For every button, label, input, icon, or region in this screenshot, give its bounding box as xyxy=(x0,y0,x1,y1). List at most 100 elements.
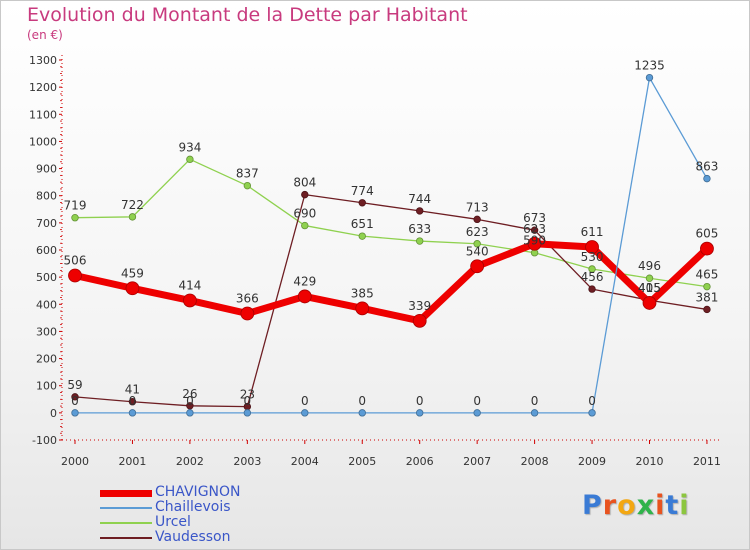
data-label: 605 xyxy=(695,227,718,241)
x-tick-label: 2011 xyxy=(693,455,721,468)
data-label: 837 xyxy=(236,167,259,181)
data-point xyxy=(588,285,596,293)
data-point xyxy=(186,409,194,417)
data-label: 456 xyxy=(581,270,604,284)
y-tick-label: 200 xyxy=(36,353,57,366)
x-tick-label: 2002 xyxy=(176,455,204,468)
x-tick-label: 2001 xyxy=(118,455,146,468)
series-lines xyxy=(74,76,710,414)
data-label: 429 xyxy=(293,274,316,288)
legend-label: Chaillevois xyxy=(155,499,231,515)
logo-letter: P xyxy=(582,490,603,521)
series-line-chavignon xyxy=(74,240,710,325)
data-label: 863 xyxy=(695,160,718,174)
data-label: 59 xyxy=(67,378,82,392)
data-point xyxy=(71,409,79,417)
data-label: 804 xyxy=(293,176,316,190)
y-tick-label: 1100 xyxy=(29,108,57,121)
data-point xyxy=(645,274,654,282)
data-label: 673 xyxy=(523,211,546,225)
data-label: 366 xyxy=(236,292,259,306)
data-point xyxy=(243,181,252,190)
data-label: 722 xyxy=(121,198,144,212)
y-tick-label: 1300 xyxy=(29,54,57,67)
legend-swatch xyxy=(100,489,152,497)
y-tick-label: 500 xyxy=(36,271,57,284)
data-point xyxy=(71,213,79,222)
data-label: 0 xyxy=(301,394,309,408)
x-tick-label: 2005 xyxy=(348,455,376,468)
data-point xyxy=(301,190,309,199)
logo-letter: r xyxy=(602,490,618,521)
data-point xyxy=(355,301,370,316)
data-label: 0 xyxy=(588,394,596,408)
data-point xyxy=(68,268,82,283)
data-label: 540 xyxy=(466,244,489,258)
data-label: 385 xyxy=(351,286,374,300)
data-point xyxy=(530,409,539,417)
data-label: 0 xyxy=(244,394,252,408)
x-tick-label: 2008 xyxy=(521,455,549,468)
data-label: 506 xyxy=(64,254,87,268)
x-tick-label: 2000 xyxy=(61,455,89,468)
legend-swatch xyxy=(100,506,152,509)
y-tick-label: 400 xyxy=(36,298,57,311)
data-label: 623 xyxy=(523,222,546,236)
data-point xyxy=(186,402,194,410)
data-label: 414 xyxy=(178,278,201,292)
data-point xyxy=(128,398,137,406)
x-tick-label: 2004 xyxy=(291,455,319,468)
data-label: 0 xyxy=(358,394,366,408)
data-point xyxy=(527,236,542,251)
data-label: 23 xyxy=(240,388,255,402)
y-tick-label: 300 xyxy=(36,325,57,338)
data-label: 713 xyxy=(466,200,489,214)
series-line-urcel xyxy=(74,158,708,288)
logo-letter: i xyxy=(655,490,666,521)
data-point xyxy=(182,293,197,308)
data-point xyxy=(186,155,194,164)
data-label: 744 xyxy=(408,192,431,206)
data-label: 41 xyxy=(125,383,140,397)
data-point xyxy=(297,289,312,304)
data-label: 623 xyxy=(466,225,489,239)
data-point xyxy=(128,213,137,221)
logo-letter: t xyxy=(665,490,680,521)
data-point xyxy=(703,305,711,314)
data-label: 496 xyxy=(638,259,661,273)
data-point xyxy=(240,306,255,321)
data-label: 0 xyxy=(71,394,79,408)
logo-letter: i xyxy=(679,490,690,521)
data-point xyxy=(125,281,140,296)
data-label: 530 xyxy=(581,250,604,264)
x-tick-label: 2003 xyxy=(233,455,261,468)
data-point xyxy=(243,409,252,417)
y-tick-label: 800 xyxy=(36,190,57,203)
y-tick-label: 900 xyxy=(36,163,57,176)
data-label: 405 xyxy=(638,281,661,295)
y-tick-label: 1200 xyxy=(29,81,57,94)
data-label: 719 xyxy=(64,199,87,213)
data-label: 0 xyxy=(129,394,137,408)
y-tick-label: 100 xyxy=(36,380,57,393)
data-label: 459 xyxy=(121,266,144,280)
x-tick-labels: 2000 2001 2002 2003 2004 2005 2006 2007 2008 2009… xyxy=(61,455,721,468)
y-tick-label: 1000 xyxy=(29,135,57,148)
data-label: 0 xyxy=(416,394,424,408)
data-label: 0 xyxy=(186,394,194,408)
series-line-chaillevois xyxy=(75,76,708,414)
data-label: 0 xyxy=(473,394,481,408)
series-points xyxy=(68,73,714,417)
legend-label: Vaudesson xyxy=(155,529,231,545)
legend-label: Urcel xyxy=(155,514,191,530)
data-point xyxy=(358,232,366,240)
data-label: 465 xyxy=(695,268,718,282)
data-point xyxy=(588,409,596,417)
data-point xyxy=(645,73,654,82)
data-point xyxy=(301,221,309,230)
data-point xyxy=(530,226,539,234)
logo-letter: o xyxy=(617,490,637,521)
proxiti-logo: Proxiti xyxy=(582,490,690,521)
data-label: 633 xyxy=(408,222,431,236)
x-tick-label: 2009 xyxy=(578,455,606,468)
